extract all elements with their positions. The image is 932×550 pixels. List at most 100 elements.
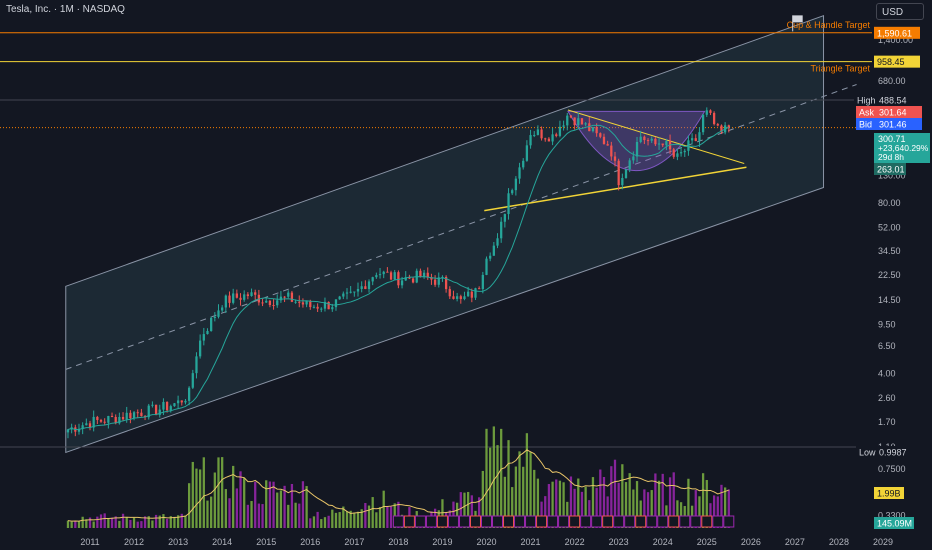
candle: [661, 143, 664, 148]
candle: [536, 125, 540, 136]
candle: [173, 403, 176, 407]
bid-value-tag: 301.46: [879, 120, 907, 130]
volume-bar: [206, 500, 209, 528]
candle: [665, 138, 668, 151]
x-tick-label: 2020: [476, 537, 496, 547]
volume-bar: [492, 426, 495, 528]
candle: [433, 275, 437, 287]
candle: [165, 401, 169, 413]
candle: [712, 111, 716, 126]
volume-bar: [107, 518, 110, 528]
candle: [529, 129, 532, 149]
y-tick-label: 4.00: [878, 369, 896, 379]
candle: [92, 410, 95, 432]
candle: [632, 151, 635, 164]
candle: [437, 272, 440, 288]
candle-body: [279, 296, 283, 301]
finish-flag-icon: [792, 15, 803, 23]
volume-bar: [650, 490, 653, 528]
x-tick-label: 2025: [697, 537, 717, 547]
candle: [250, 288, 253, 297]
y-tick-label: 1,400.00: [878, 35, 913, 45]
candle-body: [529, 135, 532, 146]
candle: [694, 134, 697, 142]
earnings-marker-icon: [403, 515, 415, 528]
volume-bar: [621, 464, 624, 528]
candle: [202, 327, 205, 346]
x-tick-label: 2016: [300, 537, 320, 547]
volume-bar: [268, 481, 272, 528]
candle-body: [176, 400, 180, 404]
volume-bar: [599, 469, 602, 528]
earnings-marker-icon: [503, 515, 515, 528]
currency-button[interactable]: USD: [876, 3, 924, 20]
volume-bar: [195, 468, 198, 528]
candle: [562, 120, 565, 131]
candle: [290, 290, 294, 303]
candle-body: [588, 123, 591, 132]
volume-bar: [566, 501, 569, 528]
candles: [66, 107, 730, 439]
candle: [96, 415, 99, 425]
volume-bar: [99, 514, 103, 528]
volume-bar: [250, 501, 253, 528]
volume-bar: [610, 466, 613, 528]
candle-body: [121, 416, 125, 420]
candle: [103, 418, 106, 425]
candle-body: [327, 301, 330, 310]
candle: [320, 307, 323, 313]
candle: [727, 124, 730, 133]
volume-bar: [320, 519, 323, 528]
candle-body: [632, 156, 635, 161]
volume-bar: [338, 512, 341, 528]
candle: [705, 107, 708, 117]
candle: [147, 403, 150, 420]
candle: [316, 303, 319, 312]
high-value-tag-bg: [876, 94, 922, 106]
candle: [459, 294, 462, 304]
candle: [503, 213, 506, 228]
volume-bar: [573, 488, 576, 528]
candle: [199, 334, 202, 359]
candle-body: [577, 118, 580, 126]
candle: [151, 401, 154, 408]
volume-bar: [529, 452, 532, 528]
earnings-marker-icon: [613, 515, 625, 528]
volume-bar: [657, 480, 661, 528]
volume-bar: [143, 516, 147, 528]
candle: [547, 137, 551, 142]
volume-bar: [694, 490, 697, 528]
ma-value-tag: 263.01: [877, 165, 905, 175]
candle-body: [426, 272, 429, 278]
earnings-marker-icon: [635, 515, 647, 528]
volume-bar: [558, 480, 562, 528]
volume-bar: [85, 519, 88, 528]
candle-body: [107, 415, 110, 423]
candle: [463, 291, 466, 301]
y-tick-label: 14.50: [878, 295, 901, 305]
candle-body: [467, 291, 470, 297]
candle-body: [397, 272, 400, 286]
volume-bar: [624, 482, 628, 528]
candle-body: [544, 138, 547, 140]
change-percent: +23,640.29%: [878, 143, 929, 153]
candle: [243, 290, 246, 302]
candle: [254, 289, 257, 300]
triangle-target-label: Triangle Target: [810, 64, 870, 74]
candle-body: [518, 167, 521, 179]
candle-body: [485, 258, 488, 275]
candle: [360, 281, 363, 293]
y-tick-label: 52.00: [878, 223, 901, 233]
candle-body: [320, 308, 323, 310]
volume-bar: [261, 504, 264, 528]
volume-bar: [154, 514, 158, 528]
volume-bar: [503, 476, 506, 528]
earnings-marker-icon: [425, 515, 437, 528]
candle-body: [103, 421, 106, 423]
volume-bar: [235, 488, 238, 528]
candle: [228, 291, 231, 308]
earnings-marker-icon: [458, 515, 470, 528]
candle-body: [360, 286, 363, 290]
